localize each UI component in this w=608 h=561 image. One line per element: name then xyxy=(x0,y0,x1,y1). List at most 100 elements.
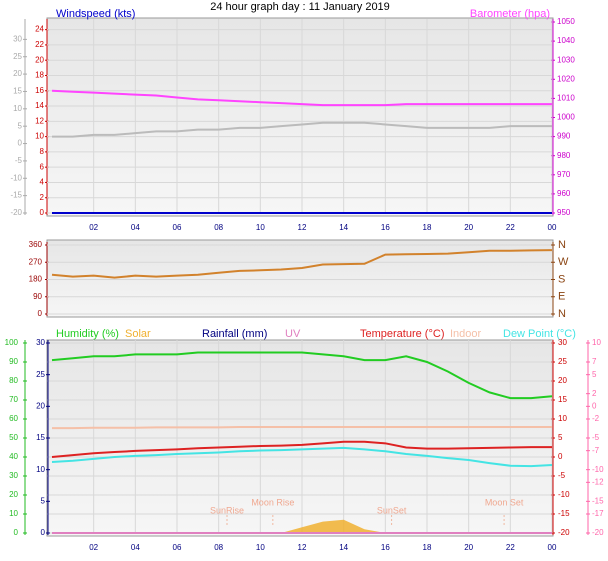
legend-label: Windspeed (kts) xyxy=(56,8,135,20)
x-tick-label: 00 xyxy=(548,223,557,232)
series-line xyxy=(51,249,553,279)
legend-label: UV xyxy=(285,328,301,340)
y-tick-label: 1030 xyxy=(557,55,575,64)
y-tick-label: 20 xyxy=(13,69,22,78)
y-tick-label: 980 xyxy=(557,151,571,160)
y-tick-label: 0 xyxy=(41,528,46,537)
y-tick-label: 12 xyxy=(35,116,44,125)
x-tick-label: 18 xyxy=(423,543,432,552)
series-line xyxy=(51,440,552,458)
y-tick-label: -10 xyxy=(10,173,22,182)
y-tick-label: 5 xyxy=(41,496,46,505)
y-tick-label: 22 xyxy=(35,40,44,49)
plot-area xyxy=(46,17,554,217)
y-tick-label: -5 xyxy=(592,433,600,442)
annotation-label: Moon Rise xyxy=(251,497,294,507)
y-tick-label: 0 xyxy=(14,528,19,537)
series-line xyxy=(51,351,553,400)
y-tick-label: 0 xyxy=(18,139,23,148)
y-tick-label: 25 xyxy=(13,52,22,61)
y-tick-label: 2 xyxy=(40,193,45,202)
y-tick-label: 2 xyxy=(592,389,597,398)
y-tick-label: 15 xyxy=(36,433,45,442)
y-tick-label: 25 xyxy=(558,357,567,366)
x-tick-label: 06 xyxy=(173,223,182,232)
x-tick-label: 16 xyxy=(381,223,390,232)
y-tick-label: 270 xyxy=(29,257,43,266)
y-tick-label: -15 xyxy=(558,509,570,518)
y-tick-label: 180 xyxy=(29,275,43,284)
x-tick-label: 02 xyxy=(89,223,98,232)
y-tick-label: 70 xyxy=(9,395,18,404)
y-tick-label: 14 xyxy=(35,101,44,110)
series-area xyxy=(52,519,552,533)
y-tick-label: 5 xyxy=(558,433,563,442)
y-tick-label: 80 xyxy=(9,376,18,385)
y-tick-label: -5 xyxy=(558,471,566,480)
legend-label: Dew Point (°C) xyxy=(503,328,576,340)
legend-label: Temperature (°C) xyxy=(360,328,444,340)
x-tick-label: 22 xyxy=(506,543,515,552)
y-tick-label: -2 xyxy=(592,414,600,423)
y-tick-label: -15 xyxy=(10,191,22,200)
x-tick-label: 14 xyxy=(339,543,348,552)
y-tick-label: 1020 xyxy=(557,74,575,83)
y-tick-label: -20 xyxy=(592,528,604,537)
x-tick-label: 20 xyxy=(464,543,473,552)
y-tick-label: 90 xyxy=(9,357,18,366)
x-tick-label: 12 xyxy=(298,223,307,232)
y-tick-label: 25 xyxy=(36,370,45,379)
y-tick-label: 30 xyxy=(36,338,45,347)
y-tick-label: 20 xyxy=(9,490,18,499)
y-tick-label: 1050 xyxy=(557,17,575,26)
y-tick-label: -5 xyxy=(15,156,23,165)
y-tick-label: -20 xyxy=(10,208,22,217)
x-tick-label: 14 xyxy=(339,223,348,232)
x-tick-label: 10 xyxy=(256,543,265,552)
y-tick-label: 990 xyxy=(557,132,571,141)
y-tick-label: 360 xyxy=(29,240,43,249)
y-tick-label: 16 xyxy=(35,86,44,95)
y-tick-label: 1000 xyxy=(557,113,575,122)
y-tick-label: N xyxy=(558,239,566,251)
y-tick-label: 10 xyxy=(592,338,601,347)
y-tick-label: 1040 xyxy=(557,36,575,45)
y-tick-label: 20 xyxy=(36,401,45,410)
y-tick-label: 5 xyxy=(592,370,597,379)
y-tick-label: 40 xyxy=(9,452,18,461)
y-tick-label: 10 xyxy=(35,132,44,141)
y-tick-label: 100 xyxy=(5,338,19,347)
x-tick-label: 04 xyxy=(131,543,140,552)
y-tick-label: 30 xyxy=(9,471,18,480)
y-tick-label: 970 xyxy=(557,170,571,179)
legend-label: Humidity (%) xyxy=(56,328,119,340)
annotation-label: SunSet xyxy=(377,505,407,515)
y-tick-label: 4 xyxy=(40,178,45,187)
y-tick-label: 7 xyxy=(592,357,597,366)
legend-label: Rainfall (mm) xyxy=(202,328,267,340)
x-tick-label: 18 xyxy=(423,223,432,232)
y-tick-label: 50 xyxy=(9,433,18,442)
legend-label: Barometer (hpa) xyxy=(470,8,550,20)
x-tick-label: 20 xyxy=(464,223,473,232)
y-tick-label: -7 xyxy=(592,446,600,455)
y-tick-label: W xyxy=(558,256,569,268)
y-tick-label: 10 xyxy=(13,104,22,113)
y-tick-label: 8 xyxy=(40,147,45,156)
y-tick-label: S xyxy=(558,273,565,285)
y-tick-label: -17 xyxy=(592,509,604,518)
y-tick-label: E xyxy=(558,291,565,303)
x-tick-label: 12 xyxy=(298,543,307,552)
x-tick-label: 08 xyxy=(214,543,223,552)
x-tick-label: 08 xyxy=(214,223,223,232)
y-tick-label: 24 xyxy=(35,25,44,34)
y-tick-label: 15 xyxy=(13,87,22,96)
y-tick-label: 30 xyxy=(13,34,22,43)
y-tick-label: 0 xyxy=(558,452,563,461)
x-tick-label: 00 xyxy=(548,543,557,552)
y-tick-label: 30 xyxy=(558,338,567,347)
x-tick-label: 02 xyxy=(89,543,98,552)
legend-label: Indoor xyxy=(450,328,482,340)
y-tick-label: -10 xyxy=(592,465,604,474)
y-tick-label: -20 xyxy=(558,528,570,537)
